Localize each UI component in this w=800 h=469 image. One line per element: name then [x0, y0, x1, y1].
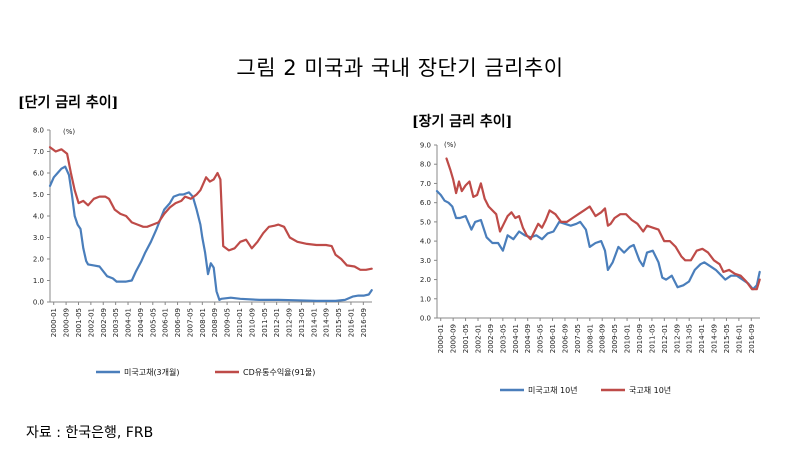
y-tick-label: 3.0	[420, 257, 431, 265]
unit-label: (%)	[63, 128, 75, 136]
source-note: 자료 : 한국은행, FRB	[26, 425, 154, 441]
x-tick-label: 2004-01	[125, 308, 133, 337]
x-tick-label: 2006-09	[174, 308, 182, 337]
y-tick-label: 5.0	[33, 191, 44, 199]
figure-title: 그림 2 미국과 국내 장단기 금리추이	[236, 56, 564, 80]
short-term-subtitle: [단기 금리 추이]	[18, 95, 119, 111]
x-tick-label: 2013-05	[298, 308, 306, 337]
y-tick-label: 0.0	[420, 315, 431, 323]
x-tick-label: 2002-01	[474, 324, 482, 353]
x-tick-label: 2003-05	[499, 324, 507, 353]
x-tick-label: 2006-01	[549, 324, 557, 353]
x-tick-label: 2016-01	[347, 308, 355, 337]
x-tick-label: 2010-09	[248, 308, 256, 337]
x-tick-label: 2011-05	[261, 308, 269, 337]
x-tick-label: 2003-05	[112, 308, 120, 337]
y-tick-label: 4.0	[33, 213, 44, 221]
legend-label: 미국고채 10년	[528, 385, 578, 395]
x-tick-label: 2010-09	[636, 324, 644, 353]
x-tick-label: 2016-09	[748, 324, 756, 353]
x-tick-label: 2012-09	[673, 324, 681, 353]
x-tick-label: 2006-01	[162, 308, 170, 337]
y-tick-label: 1.0	[33, 277, 44, 285]
y-tick-label: 7.0	[33, 148, 44, 156]
y-tick-label: 2.0	[33, 256, 44, 264]
x-tick-label: 2014-01	[310, 308, 318, 337]
x-tick-label: 2014-09	[323, 308, 331, 337]
x-tick-label: 2001-05	[75, 308, 83, 337]
x-tick-label: 2009-05	[611, 324, 619, 353]
y-tick-label: 8.0	[420, 161, 431, 169]
x-tick-label: 2015-05	[335, 308, 343, 337]
x-tick-label: 2011-05	[648, 324, 656, 353]
y-tick-label: 5.0	[420, 218, 431, 226]
y-tick-label: 7.0	[420, 180, 431, 188]
x-tick-label: 2002-09	[487, 324, 495, 353]
x-tick-label: 2004-09	[137, 308, 145, 337]
x-tick-label: 2006-09	[561, 324, 569, 353]
x-tick-label: 2008-09	[211, 308, 219, 337]
x-tick-label: 2016-01	[735, 324, 743, 353]
x-tick-label: 2000-09	[450, 324, 458, 353]
series-line-blue	[435, 190, 761, 291]
x-tick-label: 2005-05	[149, 308, 157, 337]
y-tick-label: 8.0	[33, 127, 44, 135]
y-tick-label: 9.0	[420, 142, 431, 150]
x-tick-label: 2008-09	[599, 324, 607, 353]
x-tick-label: 2016-09	[360, 308, 368, 337]
x-tick-label: 2010-01	[236, 308, 244, 337]
legend-label: CD유통수익율(91물)	[243, 367, 315, 377]
x-tick-label: 2010-01	[624, 324, 632, 353]
x-tick-label: 2012-01	[273, 308, 281, 337]
series-line-red	[48, 146, 373, 271]
x-tick-label: 2005-05	[537, 324, 545, 353]
x-tick-label: 2002-01	[87, 308, 95, 337]
x-tick-label: 2008-01	[586, 324, 594, 353]
x-tick-label: 2007-05	[574, 324, 582, 353]
unit-label: (%)	[444, 141, 456, 149]
x-tick-label: 2015-05	[723, 324, 731, 353]
y-tick-label: 6.0	[420, 199, 431, 207]
x-tick-label: 2000-09	[63, 308, 71, 337]
y-tick-label: 0.0	[33, 299, 44, 307]
y-tick-label: 4.0	[420, 238, 431, 246]
y-tick-label: 1.0	[420, 295, 431, 303]
x-tick-label: 2004-09	[524, 324, 532, 353]
y-tick-label: 3.0	[33, 234, 44, 242]
x-tick-label: 2014-09	[711, 324, 719, 353]
x-tick-label: 2004-01	[512, 324, 520, 353]
x-tick-label: 2012-09	[286, 308, 294, 337]
series-line-blue	[48, 165, 373, 302]
x-tick-label: 2013-05	[686, 324, 694, 353]
y-tick-label: 2.0	[420, 276, 431, 284]
x-tick-label: 2002-09	[100, 308, 108, 337]
series-line-red	[445, 157, 761, 291]
x-tick-label: 2000-01	[437, 324, 445, 353]
x-tick-label: 2014-01	[698, 324, 706, 353]
long-term-subtitle: [장기 금리 추이]	[412, 114, 513, 130]
legend-label: 국고채 10년	[629, 385, 671, 395]
y-tick-label: 6.0	[33, 170, 44, 178]
x-tick-label: 2008-01	[199, 308, 207, 337]
x-tick-label: 2009-05	[224, 308, 232, 337]
x-tick-label: 2000-01	[50, 308, 58, 337]
x-tick-label: 2012-01	[661, 324, 669, 353]
x-tick-label: 2007-05	[186, 308, 194, 337]
x-tick-label: 2001-05	[462, 324, 470, 353]
legend-label: 미국고채(3개월)	[124, 367, 180, 377]
